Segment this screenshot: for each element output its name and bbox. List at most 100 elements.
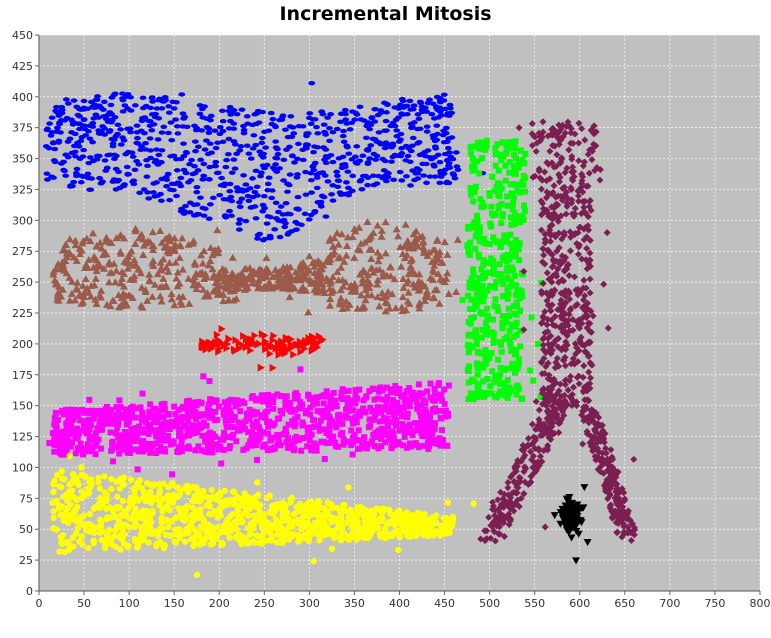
blue-point — [142, 141, 149, 146]
blue-point — [289, 125, 297, 130]
blue-point — [188, 157, 195, 163]
brown-point — [167, 290, 176, 298]
magenta-point — [323, 388, 330, 395]
blue-point — [249, 176, 256, 181]
blue-point — [251, 204, 259, 209]
magenta-point — [445, 382, 452, 389]
brown-point — [381, 307, 390, 315]
magenta-point — [89, 448, 96, 455]
magenta-point — [105, 414, 112, 421]
green-point — [490, 316, 497, 323]
green-point — [473, 291, 480, 298]
green-point — [535, 340, 542, 347]
yellow-point — [198, 523, 206, 530]
magenta-point — [401, 433, 408, 440]
blue-point — [369, 173, 377, 178]
blue-point — [131, 103, 139, 108]
purple-point — [537, 185, 545, 193]
blue-point — [276, 166, 283, 171]
magenta-point — [86, 436, 93, 443]
yellow-point — [263, 524, 271, 531]
brown-point — [365, 245, 374, 253]
magenta-point — [262, 409, 269, 416]
brown-point — [145, 276, 154, 284]
magenta-point — [310, 401, 317, 408]
brown-point — [343, 233, 352, 241]
brown-point — [398, 293, 407, 301]
green-point — [477, 291, 484, 298]
brown-point — [122, 291, 131, 299]
brown-point — [415, 299, 424, 307]
brown-point — [228, 253, 237, 261]
blue-point — [97, 181, 105, 186]
magenta-point — [264, 430, 271, 437]
green-point — [487, 260, 494, 267]
blue-point — [329, 198, 337, 203]
brown-point — [53, 279, 62, 287]
red-point — [231, 346, 239, 355]
blue-point — [157, 198, 165, 203]
blue-point — [146, 123, 154, 128]
yellow-point — [290, 510, 298, 518]
magenta-point — [183, 398, 190, 405]
yellow-point — [338, 525, 345, 533]
blue-point — [126, 126, 134, 131]
brown-point — [254, 284, 263, 292]
magenta-point — [391, 408, 398, 415]
green-point — [480, 378, 487, 385]
yellow-point — [102, 541, 109, 549]
magenta-point — [314, 408, 321, 415]
brown-point — [302, 286, 311, 294]
green-point — [515, 385, 522, 392]
blue-point — [344, 169, 352, 174]
green-point — [517, 343, 524, 350]
magenta-point — [86, 425, 93, 432]
red-point — [296, 337, 304, 346]
blue-point — [436, 180, 444, 186]
magenta-point — [180, 422, 187, 429]
blue-point — [308, 80, 316, 86]
yellow-point — [69, 471, 77, 478]
green-point — [480, 298, 487, 305]
blue-point — [176, 181, 183, 186]
brown-point — [273, 271, 282, 279]
magenta-point — [149, 414, 156, 421]
magenta-point — [175, 406, 182, 413]
brown-point — [65, 296, 74, 304]
green-point — [501, 366, 508, 373]
brown-point — [432, 236, 441, 244]
purple-point — [561, 353, 569, 361]
blue-point — [154, 193, 162, 198]
magenta-point — [97, 445, 104, 452]
blue-point — [200, 173, 208, 179]
blue-point — [74, 112, 82, 118]
magenta-point — [51, 415, 58, 422]
blue-point — [345, 151, 353, 156]
yellow-point — [297, 525, 305, 533]
green-point — [473, 183, 480, 190]
magenta-point — [132, 414, 139, 421]
brown-point — [373, 221, 382, 229]
blue-point — [124, 172, 132, 177]
green-point — [482, 346, 489, 353]
brown-point — [326, 295, 335, 303]
blue-point — [69, 119, 77, 125]
green-point — [488, 203, 495, 210]
blue-point — [272, 139, 280, 144]
green-point — [511, 272, 518, 279]
yellow-point — [220, 523, 227, 530]
brown-point — [252, 279, 261, 287]
yellow-point — [247, 520, 254, 527]
magenta-point — [248, 442, 255, 449]
magenta-point — [419, 433, 426, 440]
magenta-point — [352, 387, 359, 394]
green-point — [492, 211, 499, 218]
brown-point — [146, 238, 155, 246]
magenta-point — [186, 424, 193, 431]
brown-point — [350, 284, 359, 292]
blue-point — [314, 131, 322, 136]
blue-point — [271, 123, 278, 128]
green-point — [505, 290, 512, 297]
magenta-point — [107, 429, 114, 436]
magenta-point — [380, 414, 387, 421]
